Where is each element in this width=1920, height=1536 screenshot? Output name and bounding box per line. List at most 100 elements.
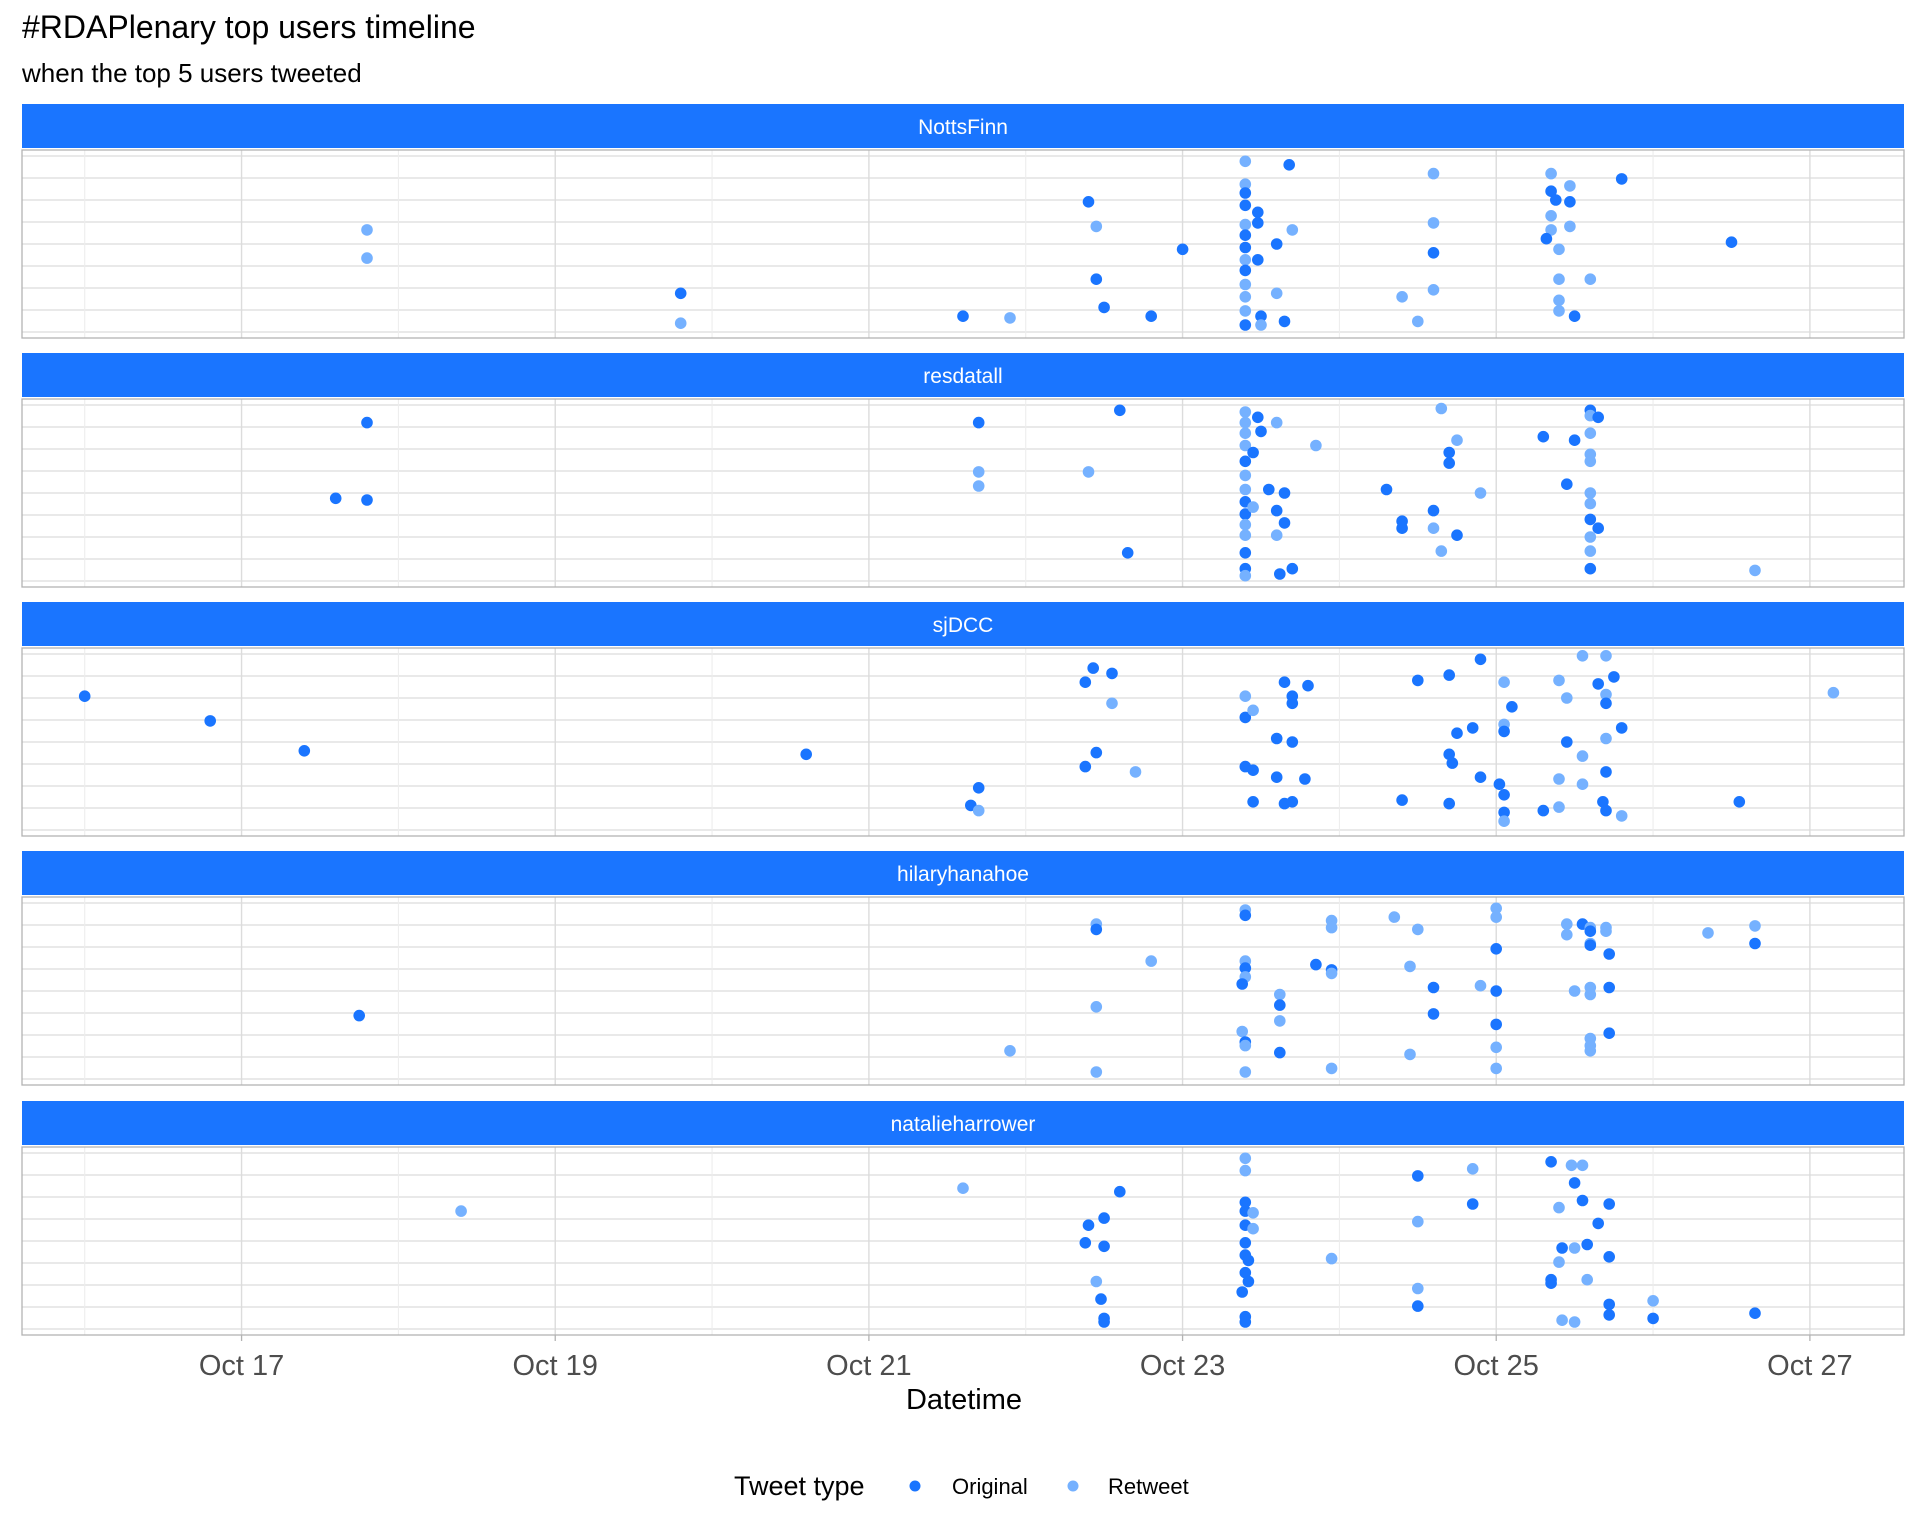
data-point-original xyxy=(1545,185,1557,197)
data-point-original xyxy=(1537,430,1550,443)
data-point-retweet xyxy=(1396,291,1408,303)
data-point-original xyxy=(1247,446,1259,459)
data-point-original xyxy=(1443,669,1455,681)
data-point-retweet xyxy=(1584,427,1597,440)
data-point-original xyxy=(1446,757,1459,769)
data-point-retweet xyxy=(1556,1314,1568,1326)
facet-strip-label: natalieharrower xyxy=(891,1113,1036,1136)
x-tick-label: Oct 23 xyxy=(1140,1350,1225,1382)
facet-strip-label: sjDCC xyxy=(933,614,994,637)
data-point-original xyxy=(361,494,373,506)
panel-border xyxy=(21,896,1905,1086)
data-point-retweet xyxy=(1239,1039,1252,1052)
data-point-retweet xyxy=(1615,810,1628,822)
data-point-original xyxy=(1749,1307,1761,1319)
data-point-original xyxy=(1242,1275,1255,1288)
data-point-retweet xyxy=(1239,278,1252,291)
data-point-original xyxy=(1239,319,1252,331)
data-point-retweet xyxy=(1584,545,1597,557)
data-point-original xyxy=(1239,455,1252,468)
data-point-original xyxy=(1561,736,1573,748)
data-point-retweet xyxy=(972,466,985,478)
data-point-original xyxy=(1255,425,1267,438)
data-point-retweet xyxy=(1236,1025,1248,1038)
panel-border xyxy=(21,1146,1905,1336)
data-point-original xyxy=(1474,653,1487,666)
data-point-original xyxy=(1603,1198,1615,1210)
data-point-original xyxy=(1490,943,1502,955)
data-point-original xyxy=(1545,1156,1557,1168)
data-point-original xyxy=(1270,732,1283,745)
data-point-original xyxy=(1506,701,1518,713)
data-point-original xyxy=(1537,804,1550,817)
data-point-original xyxy=(1396,794,1408,806)
data-point-original xyxy=(800,748,812,761)
data-point-retweet xyxy=(1090,220,1103,233)
data-point-original xyxy=(298,745,311,757)
data-point-retweet xyxy=(1553,1201,1565,1214)
data-point-original xyxy=(1286,736,1299,748)
data-point-original xyxy=(1247,764,1259,776)
data-point-original xyxy=(1561,478,1573,491)
data-point-retweet xyxy=(1584,1045,1597,1057)
data-point-original xyxy=(1090,273,1103,286)
facet-NottsFinn: NottsFinn xyxy=(21,104,1905,339)
data-point-retweet xyxy=(1490,1041,1502,1054)
data-point-original xyxy=(1597,796,1609,808)
data-point-original xyxy=(1255,310,1267,323)
data-point-original xyxy=(1584,925,1597,937)
data-point-original xyxy=(1568,1177,1581,1189)
data-point-retweet xyxy=(1239,178,1252,190)
data-point-retweet xyxy=(1239,427,1252,440)
x-tick-label: Oct 21 xyxy=(826,1350,911,1382)
data-point-original xyxy=(1286,796,1299,808)
data-point-original xyxy=(1176,243,1189,256)
data-point-original xyxy=(1082,196,1095,208)
data-point-original xyxy=(1412,1170,1424,1182)
data-point-original xyxy=(1474,771,1487,783)
data-point-retweet xyxy=(1082,466,1095,478)
data-point-original xyxy=(1451,727,1463,739)
x-tick-label: Oct 25 xyxy=(1454,1350,1539,1382)
data-point-original xyxy=(1239,1266,1252,1279)
facet-strip-label: hilaryhanahoe xyxy=(897,863,1029,886)
data-point-original xyxy=(1090,746,1103,759)
data-point-original xyxy=(1412,1300,1424,1312)
data-point-retweet xyxy=(1239,416,1252,429)
data-point-original xyxy=(353,1009,366,1022)
data-point-original xyxy=(1286,697,1299,710)
data-point-original xyxy=(674,287,687,300)
data-point-retweet xyxy=(1568,985,1581,997)
data-point-original xyxy=(972,416,985,429)
data-point-original xyxy=(1584,939,1597,951)
data-point-original xyxy=(1114,1185,1126,1198)
data-point-original xyxy=(1087,662,1099,674)
data-point-original xyxy=(361,416,373,429)
data-point-retweet xyxy=(1584,531,1597,543)
data-point-original xyxy=(1615,173,1628,185)
x-axis-title: Datetime xyxy=(906,1384,1022,1416)
data-point-retweet xyxy=(1565,1159,1578,1172)
data-point-retweet xyxy=(1325,967,1338,980)
data-point-retweet xyxy=(1270,287,1283,300)
data-point-retweet xyxy=(1247,1207,1259,1219)
data-point-original xyxy=(1443,797,1455,810)
data-point-original xyxy=(1568,434,1581,447)
data-point-original xyxy=(1490,985,1502,997)
data-point-retweet xyxy=(1239,569,1252,582)
data-point-original xyxy=(1592,522,1604,534)
x-axis: Oct 17 Oct 19 Oct 21 Oct 23 Oct 25 Oct 27 xyxy=(199,1335,1853,1382)
data-point-original xyxy=(1121,547,1134,559)
data-point-original xyxy=(1584,513,1597,526)
data-point-original xyxy=(329,492,342,505)
data-point-retweet xyxy=(972,480,985,492)
data-point-original xyxy=(1427,504,1440,517)
legend: Tweet type Original Retweet xyxy=(734,1471,1189,1501)
legend-label-original: Original xyxy=(952,1474,1028,1499)
data-point-retweet xyxy=(1310,439,1322,452)
data-point-retweet xyxy=(1561,918,1573,930)
data-point-retweet xyxy=(1584,455,1597,468)
data-point-original xyxy=(1427,981,1440,994)
data-point-original xyxy=(1302,679,1314,692)
